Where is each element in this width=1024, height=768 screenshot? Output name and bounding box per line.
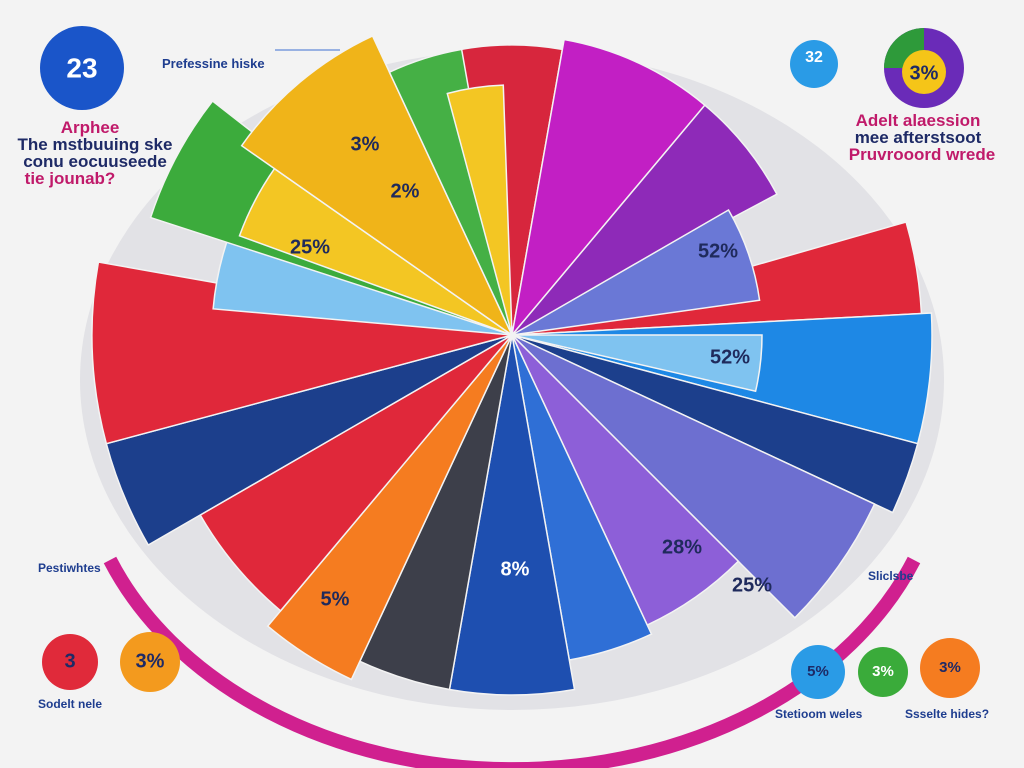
caption: Stetioom weles bbox=[775, 707, 863, 721]
badge-text: 3% bbox=[872, 663, 894, 680]
badge-text: 32 bbox=[805, 49, 823, 66]
section-title: Sliclsbe bbox=[868, 569, 914, 583]
wedge bbox=[511, 208, 761, 336]
wedge bbox=[511, 104, 778, 336]
badge bbox=[790, 40, 838, 88]
left-heading: conu eocuuseede bbox=[23, 152, 167, 171]
caption: Ssselte hides? bbox=[905, 707, 989, 721]
pie-label: 3% bbox=[351, 133, 380, 155]
wedge bbox=[511, 334, 919, 514]
right-heading: mee afterstsoot bbox=[855, 128, 982, 147]
badge bbox=[858, 647, 908, 697]
wedge bbox=[510, 38, 706, 338]
right-heading: Adelt alaession bbox=[856, 111, 981, 130]
pie-label: 52% bbox=[698, 240, 738, 262]
badge-text: 3% bbox=[910, 62, 939, 84]
wedge bbox=[511, 334, 876, 619]
badge bbox=[791, 645, 845, 699]
wedge bbox=[446, 84, 513, 336]
badge-text: 3% bbox=[136, 650, 165, 672]
pie-label: 5% bbox=[321, 588, 350, 610]
wedge bbox=[91, 261, 513, 445]
left-heading: tie jounab? bbox=[25, 169, 116, 188]
badge-text: 23 bbox=[66, 52, 97, 83]
pie-label: 25% bbox=[732, 574, 772, 596]
pie-label: 28% bbox=[662, 536, 702, 558]
badge bbox=[42, 634, 98, 690]
pie-label: 25% bbox=[290, 236, 330, 258]
badge bbox=[920, 638, 980, 698]
left-heading: The mstbuuing ske bbox=[18, 135, 173, 154]
badge-text: 3% bbox=[939, 659, 961, 676]
badge-inner bbox=[902, 50, 946, 94]
badge-text: 3 bbox=[64, 650, 75, 672]
section-title: Sodelt nele bbox=[38, 697, 102, 711]
pie-label: 52% bbox=[710, 346, 750, 368]
header-title: Prefessine hiske bbox=[162, 56, 265, 71]
pie-label: 2% bbox=[391, 180, 420, 202]
badge bbox=[120, 632, 180, 692]
wedge bbox=[240, 34, 514, 338]
badge-text: 5% bbox=[807, 663, 829, 680]
wedge bbox=[388, 48, 513, 336]
badge bbox=[40, 26, 124, 110]
wedge bbox=[266, 334, 513, 681]
pie-wedges bbox=[91, 34, 933, 696]
pie-label: 8% bbox=[501, 558, 530, 580]
wedge bbox=[511, 334, 763, 393]
right-heading: Pruvrooord wrede bbox=[849, 145, 995, 164]
left-heading: Arphee bbox=[61, 118, 120, 137]
section-title: Pestiwhtes bbox=[38, 561, 101, 575]
